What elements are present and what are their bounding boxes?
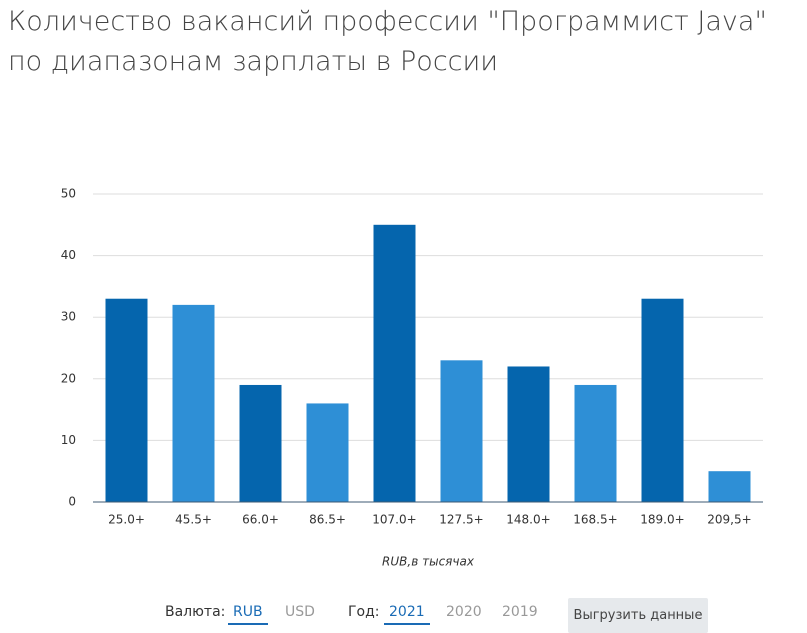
bar: [306, 403, 349, 502]
x-axis-label: RUB,в тысячах: [382, 555, 475, 569]
year-option[interactable]: 2021: [384, 604, 430, 625]
x-tick-label: 148.0+: [506, 513, 550, 527]
bar: [574, 384, 617, 502]
x-tick-label: 45.5+: [175, 513, 212, 527]
currency-option[interactable]: RUB: [228, 604, 268, 625]
bar: [641, 298, 684, 502]
x-tick-label: 168.5+: [573, 513, 617, 527]
y-tick-label: 20: [61, 371, 76, 385]
chart-title: Количество вакансий профессии "Программи…: [8, 6, 767, 77]
bar: [708, 471, 751, 502]
x-tick-label: 189.0+: [640, 513, 684, 527]
year-option[interactable]: 2019: [502, 604, 538, 620]
bar: [239, 384, 282, 502]
bar: [105, 298, 148, 502]
export-button[interactable]: Выгрузить данные: [568, 598, 708, 633]
bar: [507, 366, 550, 502]
x-tick-label: 107.0+: [372, 513, 416, 527]
year-option[interactable]: 2020: [446, 604, 482, 620]
x-tick-label: 209,5+: [707, 513, 751, 527]
x-tick-label: 127.5+: [439, 513, 483, 527]
currency-option[interactable]: USD: [285, 604, 315, 620]
x-tick-label: 25.0+: [108, 513, 145, 527]
y-tick-label: 50: [61, 187, 76, 201]
y-tick-label: 0: [68, 495, 76, 509]
chart: RUB,в тысячах 0 10 20 30 40 50 25.0+ 45.5+ 66.0+…: [61, 187, 763, 569]
bar: [440, 360, 483, 502]
year-label: Год:: [348, 604, 380, 620]
bar: [172, 304, 215, 502]
x-tick-label: 86.5+: [309, 513, 346, 527]
y-tick-label: 30: [61, 310, 76, 324]
y-tick-label: 40: [61, 248, 76, 262]
currency-label: Валюта:: [165, 604, 226, 620]
y-tick-label: 10: [61, 433, 76, 447]
bar: [373, 224, 416, 503]
x-tick-label: 66.0+: [242, 513, 279, 527]
